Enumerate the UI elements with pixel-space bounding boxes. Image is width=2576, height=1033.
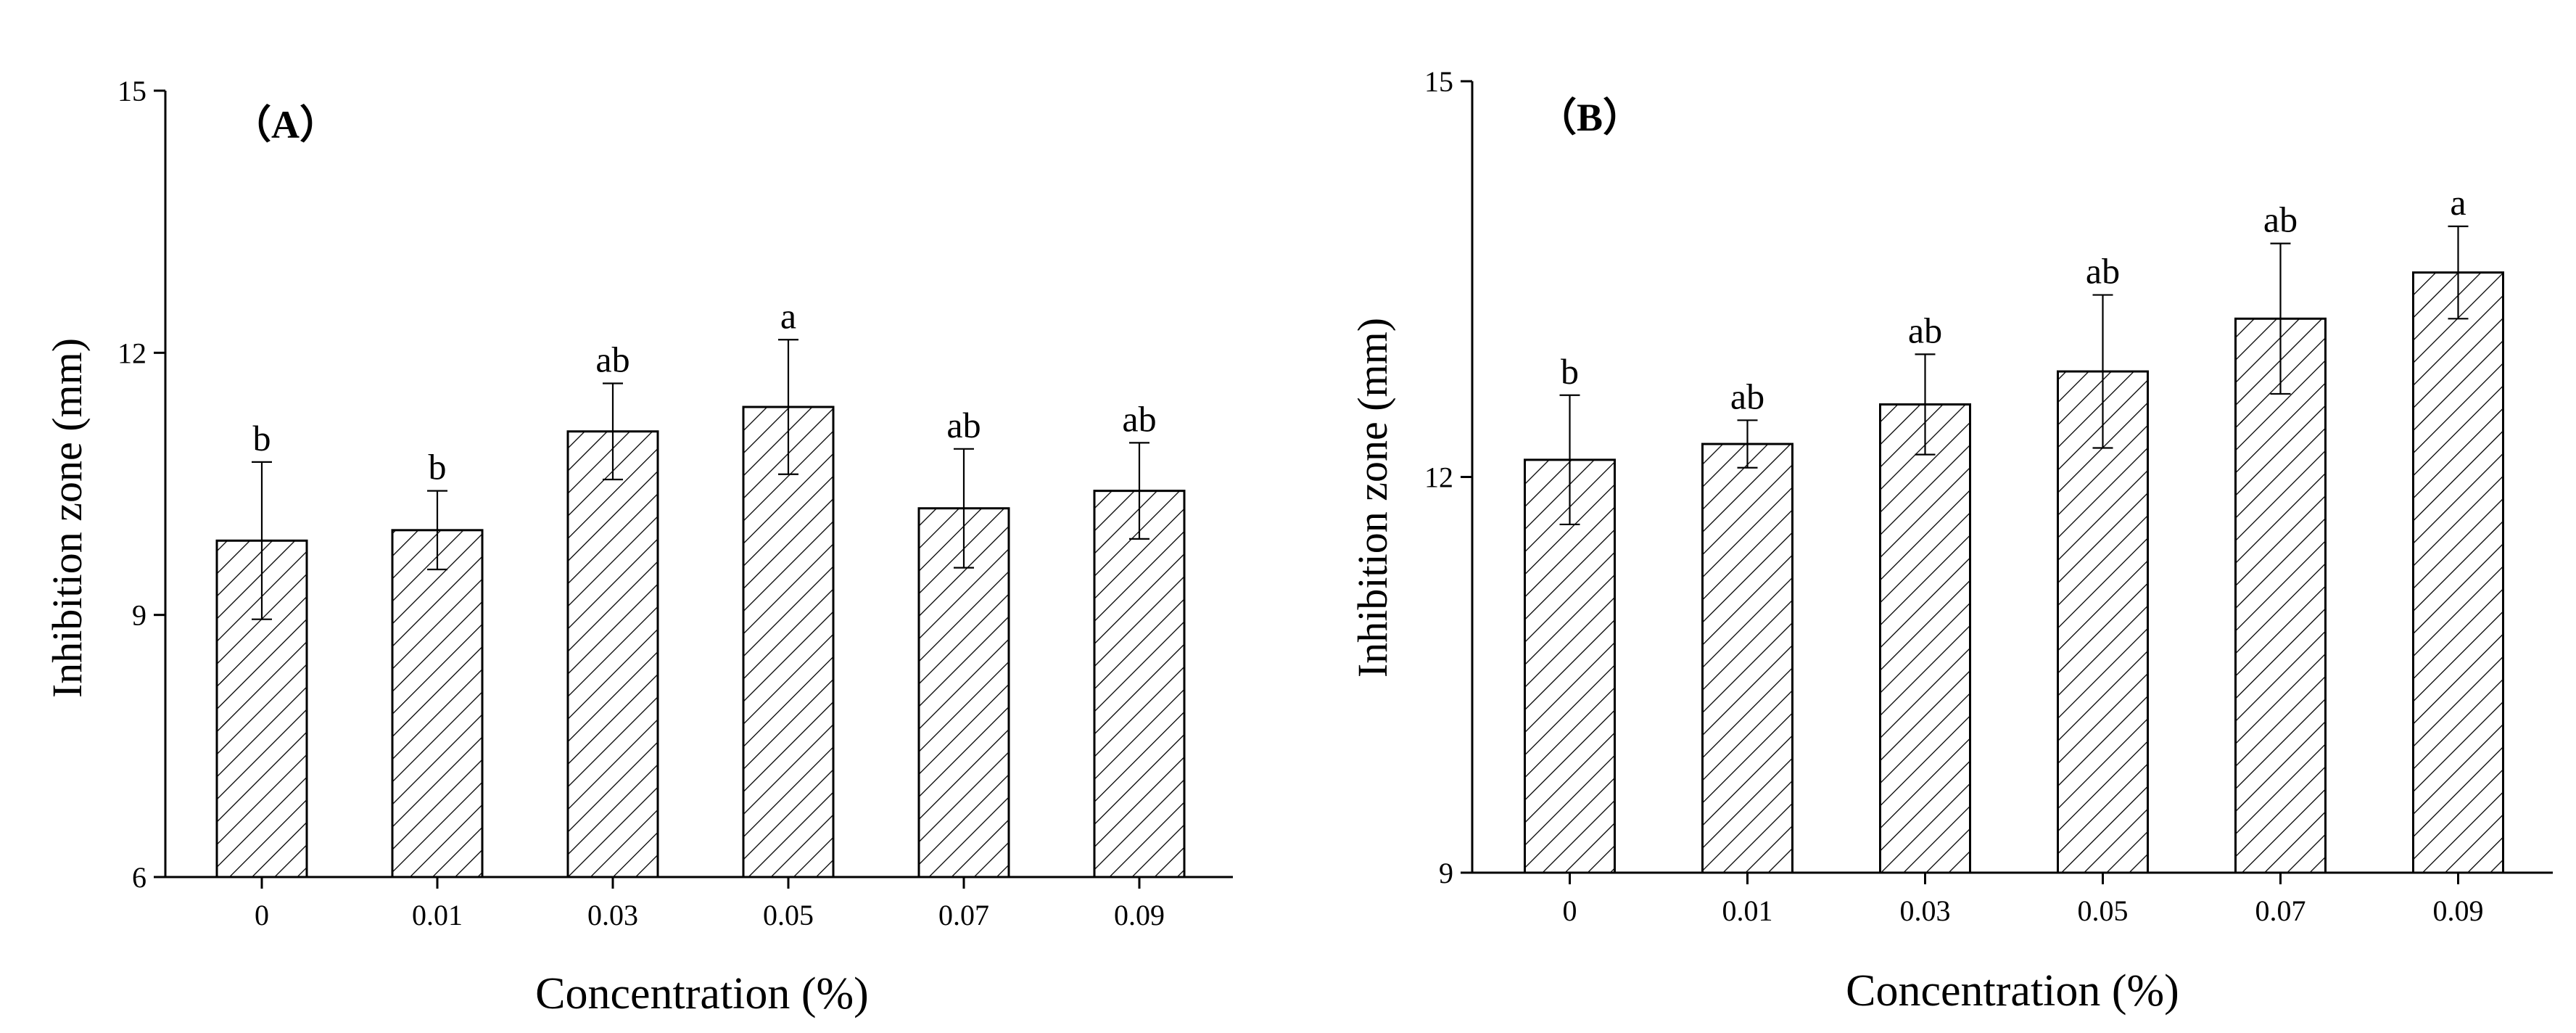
bar (566, 430, 659, 878)
x-tick-label: 0.07 (2255, 894, 2306, 927)
panel-a-plot: 6 9 12 15 0 b 0.01 b 0.03 ab 0.05 a 0.07 ab 0.09 ab (117, 75, 1233, 931)
bar (1093, 490, 1186, 878)
panel-b-title: （B） (1537, 96, 1642, 139)
y-tick-label: 15 (117, 75, 146, 107)
significance-label: ab (1122, 398, 1156, 439)
x-tick-label: 0 (255, 899, 269, 931)
bar (742, 406, 835, 878)
significance-label: ab (1730, 376, 1764, 416)
panel-a: （A） Inhibition zone (mm) Concentration (… (44, 75, 1233, 1018)
y-tick-label: 9 (1439, 857, 1453, 889)
x-tick-label: 0.03 (1900, 894, 1951, 927)
bar (1524, 458, 1616, 874)
x-tick-label: 0.09 (1114, 899, 1165, 931)
x-tick-label: 0.09 (2433, 894, 2484, 927)
significance-label: a (2450, 182, 2466, 223)
panel-b-y-axis-label: Inhibition zone (mm) (1349, 318, 1396, 678)
panel-a-title: （A） (232, 103, 339, 147)
x-tick-label: 0.03 (587, 899, 638, 931)
significance-label: a (780, 295, 796, 336)
y-tick-label: 9 (132, 599, 146, 632)
x-tick-label: 0 (1563, 894, 1577, 927)
significance-label: b (253, 418, 271, 458)
bar (2412, 271, 2504, 874)
bar (1879, 403, 1971, 874)
significance-label: ab (1908, 310, 1942, 350)
panel-b-plot: 9 12 15 0 b 0.01 ab 0.03 ab 0.05 ab 0.07 ab 0.09 a (1424, 65, 2553, 927)
panel-a-y-axis-label: Inhibition zone (mm) (44, 338, 91, 698)
significance-label: ab (2086, 251, 2120, 292)
x-tick-label: 0.05 (2078, 894, 2129, 927)
significance-label: ab (2263, 199, 2298, 240)
x-tick-label: 0.05 (763, 899, 814, 931)
y-tick-label: 12 (117, 337, 146, 369)
x-tick-label: 0.01 (1722, 894, 1773, 927)
y-tick-label: 6 (132, 861, 146, 894)
panel-b: （B） Inhibition zone (mm) Concentration (… (1349, 65, 2553, 1016)
panel-a-x-axis-label: Concentration (%) (535, 969, 869, 1018)
significance-label: ab (595, 339, 629, 379)
y-tick-label: 15 (1424, 65, 1453, 98)
bar (391, 529, 484, 878)
significance-label: b (1561, 351, 1579, 392)
x-tick-label: 0.01 (412, 899, 463, 931)
bar (1701, 443, 1793, 874)
panel-b-x-axis-label: Concentration (%) (1846, 966, 2179, 1016)
x-tick-label: 0.07 (938, 899, 989, 931)
bar (2234, 317, 2327, 874)
significance-label: b (429, 447, 447, 487)
significance-label: ab (946, 405, 981, 445)
y-tick-label: 12 (1424, 461, 1453, 494)
